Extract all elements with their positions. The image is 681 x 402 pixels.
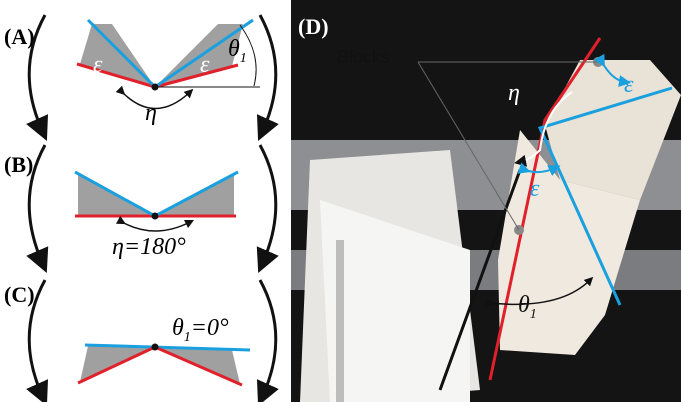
panel-b: (B) η=180°: [4, 145, 276, 262]
text-part: θ: [228, 36, 240, 62]
theta-value: θ1=0°: [172, 315, 229, 345]
panel-c: (C) θ1=0°: [4, 280, 276, 395]
epsilon-label: ε: [93, 52, 103, 78]
theta-label: θ1: [228, 36, 247, 66]
epsilon-label: ε: [624, 72, 634, 98]
eta-value: η=180°: [112, 234, 186, 260]
hinge: [152, 344, 159, 351]
panel-label: (B): [4, 152, 33, 177]
eta-label: η: [145, 100, 157, 126]
text-part: 1: [240, 51, 247, 66]
text-part: 1: [184, 330, 191, 345]
text-part: 1: [530, 307, 537, 322]
hinge: [152, 213, 159, 220]
blocks-label: Blocks: [337, 47, 390, 67]
arrow: [260, 145, 276, 262]
figure: (A) ε ε θ1 η (B) η=180° (C): [0, 0, 681, 402]
panel-a: (A) ε ε θ1 η: [4, 15, 276, 130]
angle-arc: [122, 222, 190, 231]
eta-label: η: [508, 80, 520, 106]
hinge: [152, 84, 159, 91]
text-part: θ: [172, 315, 184, 341]
panel-label: (D): [298, 14, 329, 39]
panel-d: (D) Blocks η ε ε θ1: [291, 0, 681, 402]
panel-label: (A): [4, 24, 35, 49]
panel-label: (C): [4, 282, 35, 307]
text-part: θ: [518, 292, 530, 318]
arrow: [260, 280, 276, 395]
epsilon-label: ε: [200, 52, 210, 78]
epsilon-label: ε: [530, 176, 540, 202]
text-part: =0°: [191, 315, 229, 341]
arrow: [260, 15, 276, 130]
